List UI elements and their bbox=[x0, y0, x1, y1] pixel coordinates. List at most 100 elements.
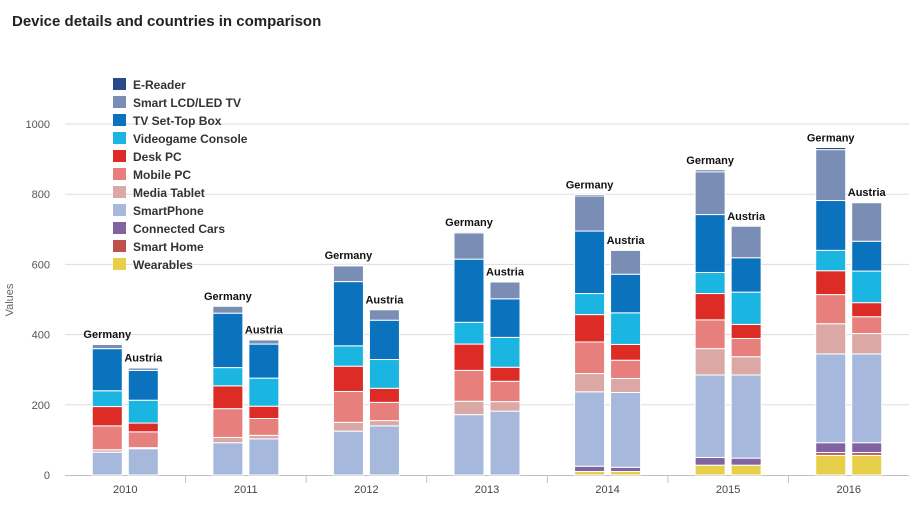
bar-segment bbox=[610, 343, 642, 361]
bar-segment bbox=[453, 400, 485, 416]
bar-segment bbox=[368, 425, 400, 476]
bar-segment bbox=[694, 319, 726, 350]
bar-segment bbox=[694, 348, 726, 376]
bar-segment bbox=[248, 343, 280, 379]
bar-segment bbox=[91, 348, 123, 392]
legend-label: TV Set-Top Box bbox=[133, 114, 222, 128]
x-tick-label: 2011 bbox=[234, 484, 258, 496]
bar-segment bbox=[248, 434, 280, 440]
legend-label: Smart Home bbox=[133, 240, 204, 254]
bar-segment bbox=[815, 147, 847, 151]
x-tick-label: 2010 bbox=[113, 484, 137, 496]
bar-segment bbox=[574, 314, 606, 343]
y-tick-label: 0 bbox=[44, 470, 50, 482]
legend-label: Media Tablet bbox=[133, 186, 205, 200]
legend-swatch bbox=[113, 168, 126, 180]
stack-label: Austria bbox=[124, 353, 163, 365]
bar-segment bbox=[730, 323, 762, 339]
bar-segment bbox=[127, 448, 159, 476]
bar-segment bbox=[368, 309, 400, 321]
bar-segment bbox=[127, 399, 159, 424]
bar-segment bbox=[851, 201, 883, 204]
y-axis-label: Values bbox=[4, 283, 16, 316]
bar-segment bbox=[730, 291, 762, 325]
bar-segment bbox=[453, 232, 485, 260]
bar-segment bbox=[694, 271, 726, 295]
bar-segment bbox=[574, 195, 606, 232]
stack-label: Germany bbox=[204, 291, 253, 303]
legend-swatch bbox=[113, 114, 126, 126]
bar-segment bbox=[212, 305, 244, 314]
bar-segment bbox=[730, 464, 762, 476]
bar-segment bbox=[248, 417, 280, 436]
bar-segment bbox=[332, 365, 364, 392]
stack-label: Austria bbox=[727, 211, 766, 223]
bar-segment bbox=[332, 281, 364, 347]
bar-segment bbox=[453, 369, 485, 402]
bar-segment bbox=[453, 258, 485, 323]
bar-segment bbox=[610, 377, 642, 394]
bar-segment bbox=[694, 169, 726, 173]
bar-segment bbox=[610, 249, 642, 275]
legend-swatch bbox=[113, 204, 126, 216]
bar-segment bbox=[332, 345, 364, 367]
bar-segment bbox=[851, 202, 883, 242]
bar-segment bbox=[489, 298, 521, 338]
bar-segment bbox=[248, 405, 280, 419]
bar-segment bbox=[489, 410, 521, 476]
bar-segment bbox=[212, 442, 244, 476]
legend-label: Connected Cars bbox=[133, 222, 225, 236]
bar-segment bbox=[574, 470, 606, 476]
bar-segment bbox=[574, 465, 606, 472]
stack-label: Austria bbox=[365, 294, 404, 306]
bar-segment bbox=[453, 321, 485, 345]
bar-segment bbox=[851, 442, 883, 454]
stack-label: Austria bbox=[607, 235, 646, 247]
bar-segment bbox=[610, 470, 642, 476]
bar-segment bbox=[212, 436, 244, 444]
bar-segment bbox=[851, 454, 883, 476]
legend-label: Wearables bbox=[133, 258, 193, 272]
stack-label: Germany bbox=[325, 250, 374, 262]
bar-segment bbox=[368, 401, 400, 422]
stack-label: Austria bbox=[848, 187, 887, 199]
bar-segment bbox=[212, 367, 244, 387]
stack-label: Germany bbox=[686, 155, 735, 167]
bar-segment bbox=[815, 270, 847, 296]
y-tick-label: 600 bbox=[32, 259, 50, 271]
bar-segment bbox=[815, 200, 847, 251]
bar-segment bbox=[91, 406, 123, 427]
bar-segment bbox=[815, 294, 847, 325]
bar-segment bbox=[815, 454, 847, 476]
bar-segment bbox=[91, 343, 123, 350]
bar-segment bbox=[694, 171, 726, 216]
bar-segment bbox=[610, 273, 642, 314]
legend-swatch bbox=[113, 258, 126, 270]
bar-segment bbox=[453, 231, 485, 234]
bar-segment bbox=[610, 312, 642, 345]
x-tick-label: 2012 bbox=[354, 484, 378, 496]
legend-label: E-Reader bbox=[133, 78, 186, 92]
bar-segment bbox=[248, 438, 280, 476]
bar-segment bbox=[574, 391, 606, 467]
bar-segment bbox=[127, 422, 159, 433]
stack-label: Germany bbox=[445, 217, 494, 229]
stack-label: Germany bbox=[807, 133, 856, 145]
x-tick-label: 2016 bbox=[836, 484, 860, 496]
y-tick-label: 400 bbox=[32, 330, 50, 342]
stack-label: Austria bbox=[486, 267, 525, 279]
bar-segment bbox=[489, 336, 521, 368]
x-tick-label: 2015 bbox=[716, 484, 740, 496]
bar-segment bbox=[851, 316, 883, 335]
bar-segment bbox=[730, 457, 762, 466]
legend-label: Desk PC bbox=[133, 150, 182, 164]
bar-segment bbox=[815, 353, 847, 444]
bar-segment bbox=[212, 312, 244, 369]
x-tick-label: 2014 bbox=[595, 484, 619, 496]
y-tick-label: 1000 bbox=[26, 119, 50, 131]
bar-segment bbox=[127, 369, 159, 401]
legend-swatch bbox=[113, 150, 126, 162]
stack-label: Germany bbox=[83, 329, 132, 341]
bar-segment bbox=[694, 293, 726, 321]
